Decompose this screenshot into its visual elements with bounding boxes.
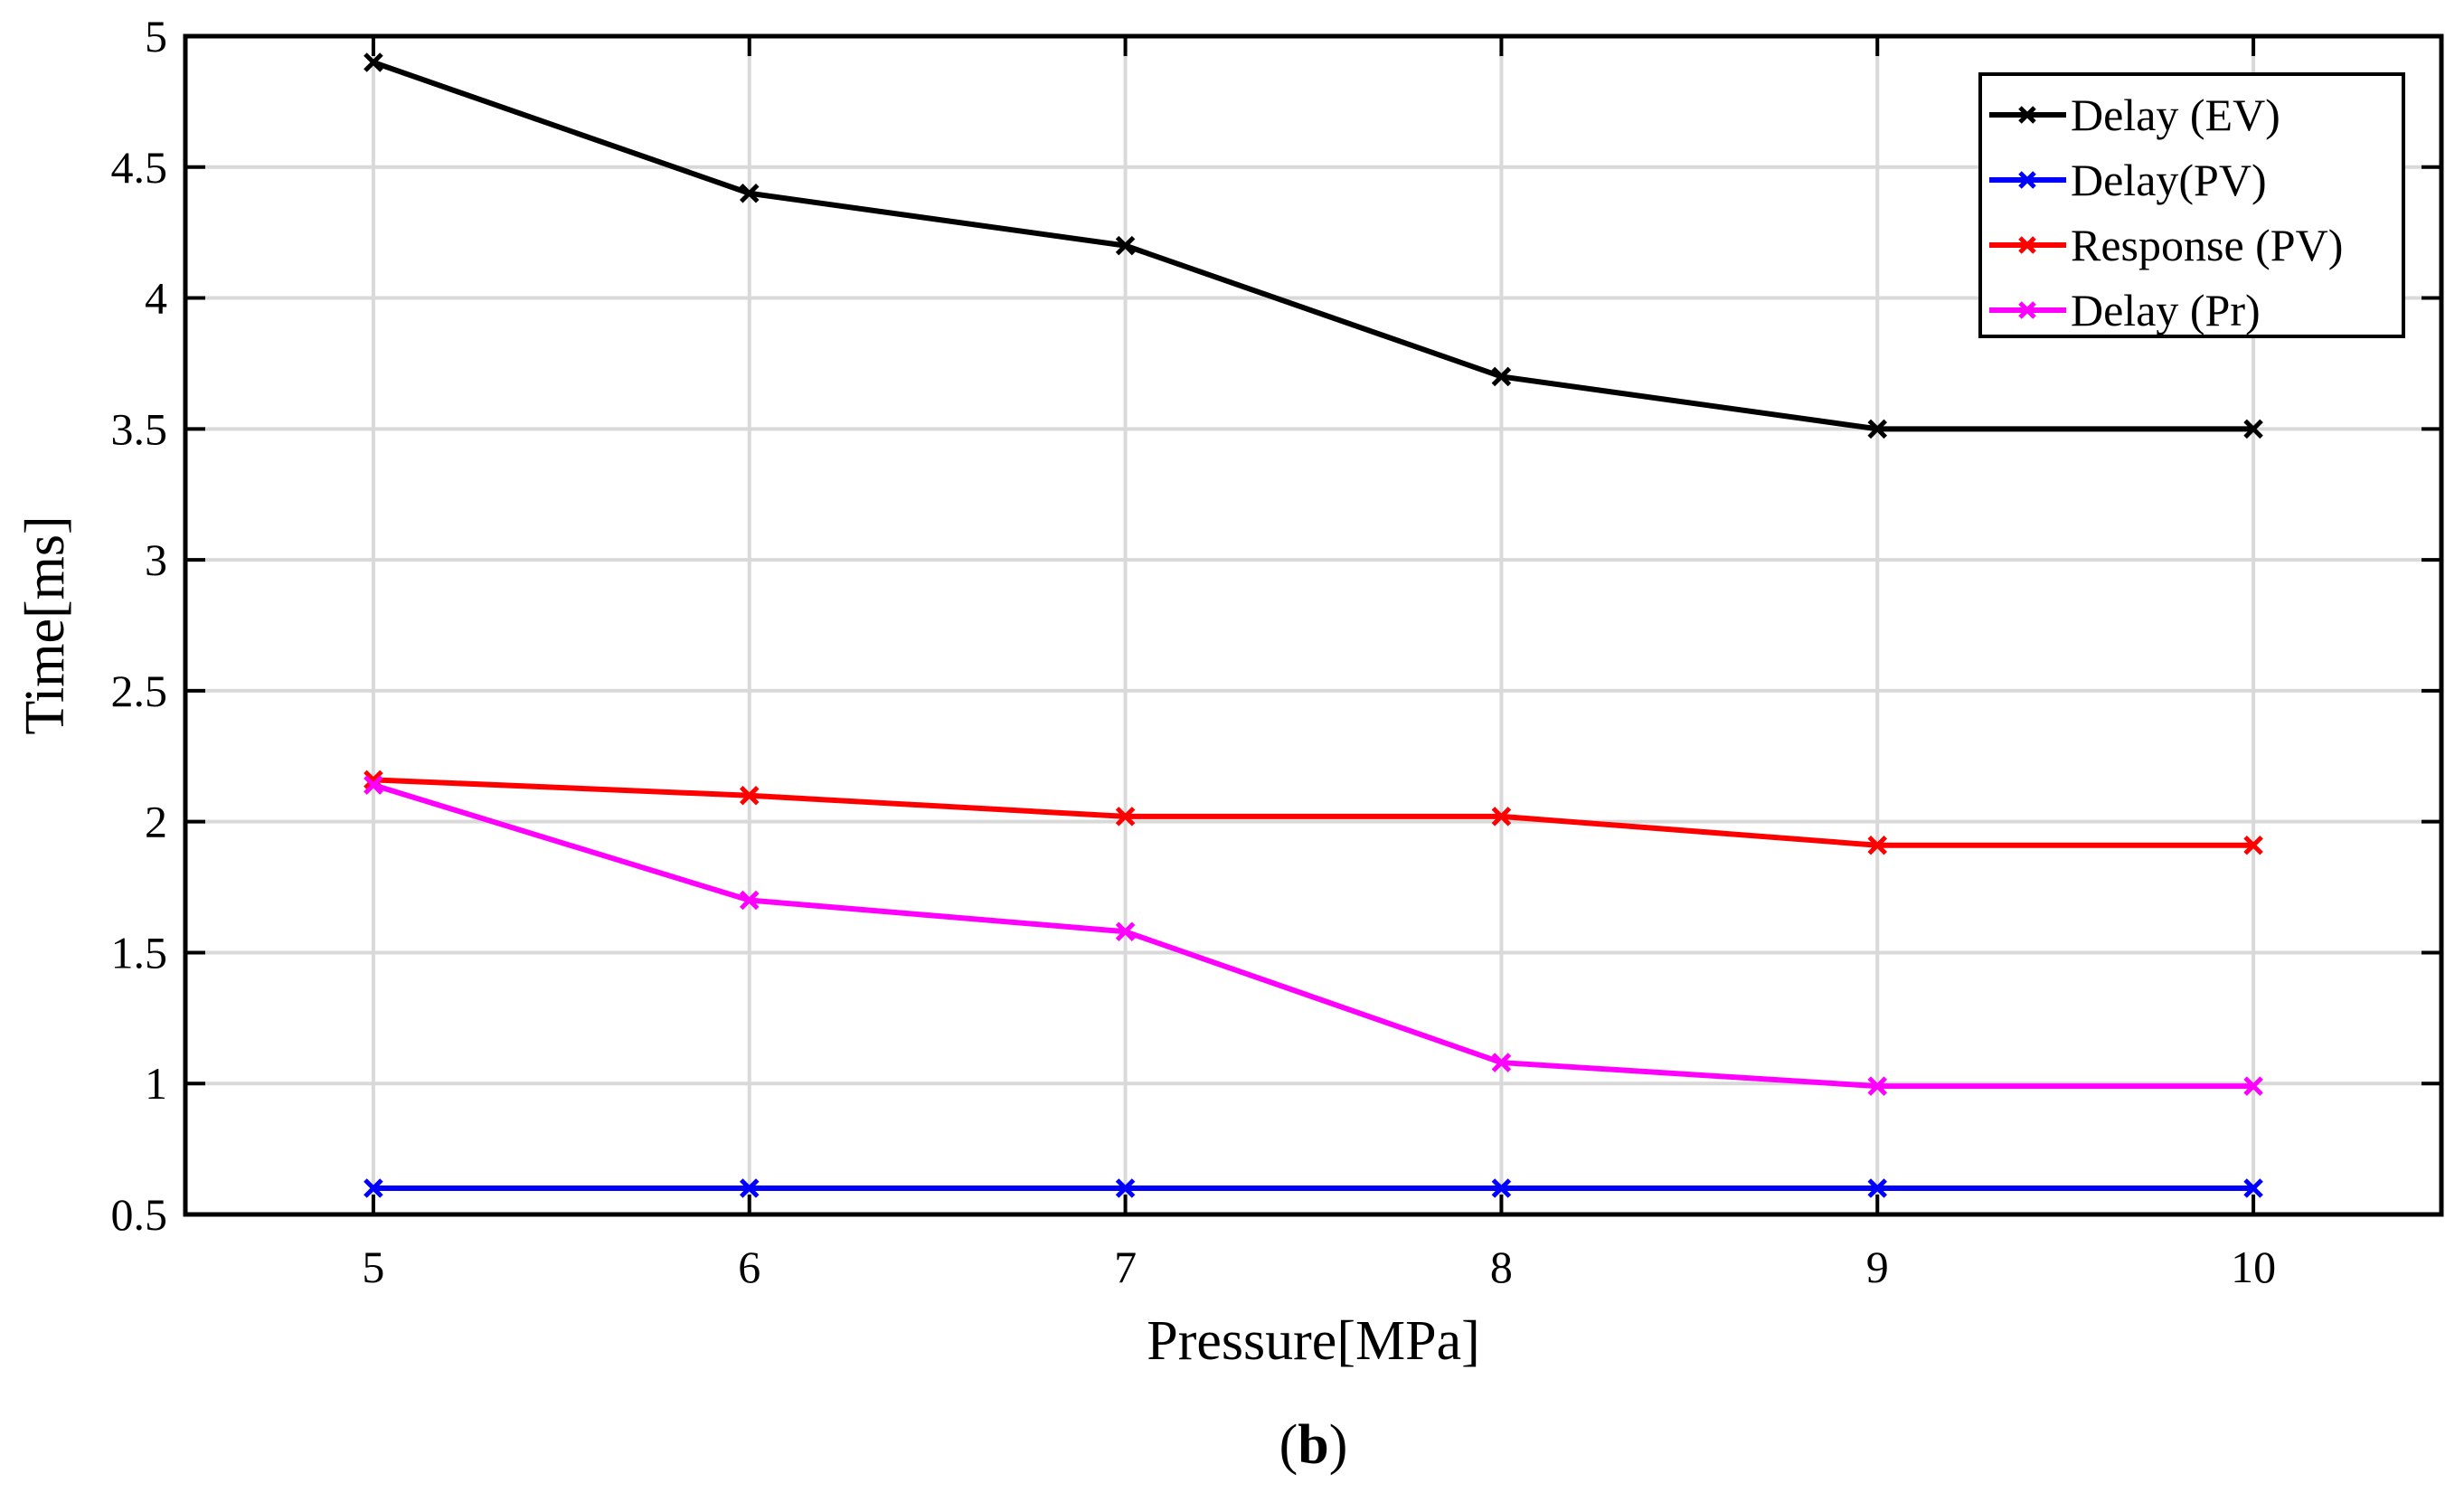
legend-box [1978, 72, 2405, 338]
x-tick-label: 5 [362, 1242, 384, 1292]
series-delay-ev [363, 52, 2263, 439]
y-tick-labels: 0.5 1 1.5 2 2.5 3 3.5 4 4.5 5 [111, 11, 168, 1240]
data-point-delay-pv [1867, 1178, 1888, 1198]
legend-marker [2018, 106, 2036, 124]
data-point-delay-pv [1115, 1178, 1136, 1198]
data-point-delay-ev [1867, 419, 1888, 439]
data-point-response-pv [1867, 835, 1888, 855]
series-group [363, 52, 2263, 1198]
legend-item-delay-pv: Delay(PV) [1989, 155, 2267, 205]
y-tick-label: 4 [145, 273, 167, 324]
legend-label: Delay (EV) [2071, 90, 2280, 140]
panel-label-letter: b [1298, 1414, 1328, 1476]
data-point-response-pv [2243, 835, 2263, 855]
y-axis-label: Time[ms] [14, 515, 76, 734]
data-point-delay-ev [2243, 419, 2263, 439]
series-line-response-pv [373, 777, 2254, 848]
data-point-delay-pv [363, 1178, 383, 1198]
legend-label: Delay (Pr) [2071, 285, 2261, 335]
series-response-pv [363, 770, 2263, 855]
legend-marker [2018, 301, 2036, 319]
y-tick-label: 3.5 [111, 403, 168, 454]
series-line-delay-ev [372, 60, 2254, 432]
data-point-delay-pr [1867, 1076, 1888, 1096]
legend-label: Response (PV) [2071, 220, 2343, 270]
legend: Delay (EV) Delay(PV) Response (PV) Delay (P… [1978, 72, 2405, 338]
x-tick-label: 7 [1114, 1242, 1137, 1292]
y-tick-label: 1 [145, 1058, 167, 1109]
x-tick-label: 9 [1866, 1242, 1889, 1292]
data-point-delay-ev [739, 183, 760, 203]
legend-marker [2018, 171, 2036, 189]
data-point-delay-ev [1491, 366, 1512, 387]
legend-item-delay-pr: Delay (Pr) [1989, 285, 2261, 335]
x-tick-label: 10 [2231, 1242, 2276, 1292]
data-point-delay-pv [1491, 1178, 1512, 1198]
y-tick-label: 5 [145, 11, 167, 61]
data-point-delay-pv [2243, 1178, 2263, 1198]
series-line-delay-pr [373, 782, 2254, 1090]
x-tick-label: 8 [1490, 1242, 1513, 1292]
data-point-delay-pr [363, 775, 383, 795]
data-point-delay-pr [2243, 1076, 2263, 1096]
data-point-response-pv [1491, 807, 1512, 827]
data-point-delay-pv [739, 1178, 760, 1198]
data-point-delay-ev [363, 52, 383, 72]
series-delay-pv [363, 1178, 2263, 1198]
y-tick-label: 0.5 [111, 1189, 168, 1240]
data-point-delay-pr [739, 890, 760, 911]
series-delay-pr [363, 775, 2263, 1096]
x-axis-label: Pressure[MPa] [1147, 1310, 1480, 1372]
legend-marker [2018, 236, 2036, 254]
y-tick-label: 1.5 [111, 927, 168, 978]
x-tick-labels: 5 6 7 8 9 10 [362, 1242, 2276, 1292]
data-point-delay-pr [1491, 1053, 1512, 1072]
y-tick-label: 2.5 [111, 666, 168, 716]
legend-item-delay-ev: Delay (EV) [1989, 90, 2280, 140]
data-point-response-pv [739, 785, 760, 806]
y-tick-label: 2 [145, 797, 167, 847]
legend-item-response-pv: Response (PV) [1989, 220, 2343, 270]
legend-label: Delay(PV) [2071, 155, 2267, 205]
data-point-delay-ev [1115, 235, 1136, 256]
panel-label: (b) [1279, 1414, 1348, 1476]
data-point-response-pv [1115, 807, 1136, 827]
y-tick-label: 4.5 [111, 142, 168, 193]
data-point-delay-pr [1115, 921, 1136, 942]
x-tick-label: 6 [738, 1242, 760, 1292]
y-tick-label: 3 [145, 534, 167, 585]
tick-marks [185, 34, 2441, 1216]
plot-frame [183, 33, 2444, 1217]
